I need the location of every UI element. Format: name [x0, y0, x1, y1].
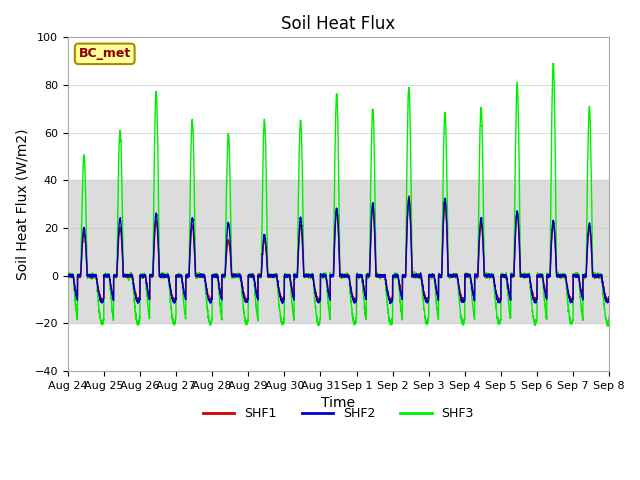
SHF1 [161, 273, 169, 279]
SHF1 [405, 193, 413, 199]
SHF3 [430, 274, 438, 279]
SHF2 [386, 300, 394, 306]
SHF2 [161, 274, 169, 279]
SHF2 [491, 282, 499, 288]
Bar [68, 180, 609, 324]
SHF3 [64, 273, 72, 279]
SHF3 [550, 60, 557, 66]
SHF2 [430, 274, 438, 279]
SHF1 [605, 293, 613, 299]
SHF2 [441, 195, 449, 201]
Title: Soil Heat Flux: Soil Heat Flux [282, 15, 396, 33]
Line: SHF2: SHF2 [68, 198, 609, 303]
SHF2 [460, 297, 468, 302]
SHF3 [318, 273, 326, 279]
Line: SHF3: SHF3 [68, 63, 609, 326]
SHF2 [318, 272, 326, 278]
SHF3 [605, 313, 613, 319]
Text: BC_met: BC_met [79, 48, 131, 60]
SHF2 [605, 296, 613, 301]
SHF2 [64, 274, 72, 279]
Line: SHF1: SHF1 [68, 196, 609, 301]
SHF1 [319, 274, 326, 279]
SHF1 [491, 281, 499, 287]
SHF1 [605, 294, 612, 300]
Legend: SHF1, SHF2, SHF3: SHF1, SHF2, SHF3 [198, 402, 479, 425]
SHF3 [605, 319, 612, 325]
SHF3 [161, 274, 169, 279]
SHF3 [604, 324, 612, 329]
Y-axis label: Soil Heat Flux (W/m2): Soil Heat Flux (W/m2) [15, 129, 29, 280]
X-axis label: Time: Time [321, 396, 355, 410]
SHF1 [460, 295, 468, 301]
SHF3 [460, 322, 467, 327]
SHF1 [64, 274, 72, 279]
SHF1 [135, 298, 143, 304]
SHF3 [490, 287, 498, 293]
SHF2 [605, 298, 612, 304]
SHF1 [430, 273, 438, 279]
